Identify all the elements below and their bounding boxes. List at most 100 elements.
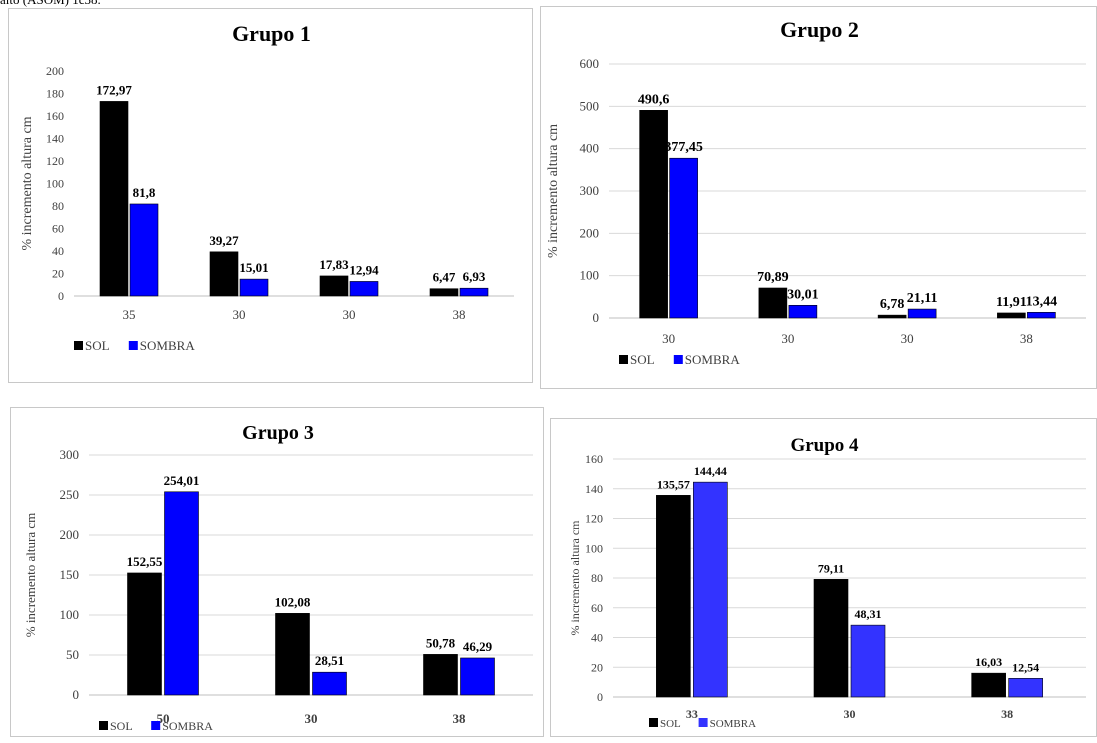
y-axis-label: % incremento altura cm	[546, 124, 561, 258]
data-label: 102,08	[275, 594, 311, 609]
bar-sombra	[239, 278, 269, 297]
y-tick-label: 600	[580, 56, 600, 71]
data-label: 46,29	[463, 639, 493, 654]
top-strip: alto (ASOM) 1c38.	[0, 0, 1097, 8]
y-tick-label: 100	[60, 607, 80, 622]
bar-sol	[209, 251, 239, 297]
y-tick-label: 140	[585, 482, 603, 496]
y-tick-label: 20	[52, 267, 64, 281]
y-tick-label: 40	[591, 631, 603, 645]
bar-sol	[813, 579, 849, 698]
y-tick-label: 150	[60, 567, 80, 582]
legend-label-sol: SOL	[660, 718, 681, 730]
y-tick-label: 200	[46, 64, 64, 78]
y-tick-label: 120	[46, 154, 64, 168]
data-label: 377,45	[664, 140, 703, 155]
bar-sol	[429, 288, 459, 297]
data-label: 39,27	[209, 233, 239, 248]
data-label: 16,03	[975, 655, 1002, 669]
data-label: 13,44	[1026, 294, 1058, 309]
legend-swatch-sol	[99, 721, 108, 730]
y-tick-label: 300	[580, 183, 600, 198]
header-text: alto (ASOM) 1c38.	[0, 0, 101, 8]
data-label: 135,57	[657, 477, 690, 491]
legend-label-sol: SOL	[85, 338, 110, 353]
bar-sombra	[1008, 678, 1043, 698]
y-tick-label: 0	[593, 310, 600, 325]
data-label: 17,83	[319, 257, 349, 272]
data-label: 30,01	[787, 287, 819, 302]
x-tick-label: 30	[844, 707, 856, 721]
y-tick-label: 60	[591, 601, 603, 615]
y-tick-label: 0	[58, 289, 64, 303]
data-label: 79,11	[818, 561, 844, 575]
y-tick-label: 100	[585, 541, 603, 555]
legend-swatch-sol	[649, 718, 658, 727]
legend-label-sol: SOL	[110, 719, 133, 733]
bar-sombra	[459, 287, 489, 297]
chart-title: Grupo 3	[242, 422, 314, 444]
bar-sombra	[164, 491, 199, 696]
bar-sol	[877, 314, 907, 319]
chart-panel-grupo-1: Grupo 1 % incremento altura cm 0 20 40 60 80 10…	[8, 8, 533, 383]
bar-sol	[319, 275, 349, 297]
x-tick-label: 30	[343, 307, 356, 322]
data-label: 6,93	[463, 269, 486, 284]
chart-panel-grupo-3: Grupo 3 % incremento altura cm 0 50 100 150 20…	[10, 407, 544, 737]
data-label: 70,89	[757, 270, 789, 285]
data-label: 144,44	[694, 464, 727, 478]
x-tick-label: 30	[233, 307, 246, 322]
y-tick-label: 20	[591, 660, 603, 674]
chart-title: Grupo 4	[790, 435, 859, 456]
data-label: 6,47	[433, 270, 456, 285]
data-label: 12,94	[349, 262, 379, 277]
chart-panel-grupo-2: Grupo 2 % incremento altura cm 0 100 200 300 4…	[540, 6, 1097, 389]
bar-sol	[275, 613, 310, 696]
y-tick-label: 160	[585, 452, 603, 466]
y-tick-label: 160	[46, 109, 64, 123]
legend-swatch-sombra	[673, 355, 683, 364]
data-label: 28,51	[315, 653, 344, 668]
data-label: 254,01	[164, 473, 200, 488]
chart-title: Grupo 1	[232, 21, 311, 46]
bar-sombra	[669, 157, 698, 319]
data-label: 6,78	[880, 297, 905, 312]
chart-grupo-2: Grupo 2 % incremento altura cm 0 100 200 300 4…	[546, 17, 1086, 367]
bar-sombra	[312, 671, 347, 696]
bar-sol	[997, 312, 1026, 319]
legend-swatch-sol	[74, 341, 83, 350]
y-tick-label: 80	[591, 571, 603, 585]
y-tick-label: 500	[580, 98, 600, 113]
x-tick-label: 38	[1001, 707, 1013, 721]
data-label: 15,01	[239, 260, 268, 275]
x-tick-label: 30	[305, 711, 318, 726]
bar-sombra	[129, 203, 159, 297]
y-axis-label: % incremento altura cm	[568, 520, 582, 636]
x-tick-label: 30	[901, 331, 914, 346]
y-tick-label: 0	[73, 687, 80, 702]
data-label: 21,11	[907, 291, 938, 306]
x-tick-label: 35	[123, 307, 136, 322]
y-tick-label: 180	[46, 87, 64, 101]
bar-sol	[971, 672, 1006, 698]
data-label: 490,6	[638, 92, 670, 107]
data-label: 50,78	[426, 635, 456, 650]
x-tick-label: 38	[453, 307, 466, 322]
bar-sol	[127, 572, 162, 696]
chart-grupo-4: Grupo 4 % incremento altura cm 0 20 40 60 80 10…	[568, 435, 1086, 730]
legend-label-sombra: SOMBRA	[685, 352, 741, 367]
y-tick-label: 120	[585, 512, 603, 526]
data-label: 12,54	[1012, 660, 1039, 674]
bar-sombra	[788, 304, 818, 319]
legend-label-sol: SOL	[630, 352, 655, 367]
bar-sombra	[850, 624, 886, 698]
bar-sombra	[349, 281, 379, 297]
y-tick-label: 140	[46, 132, 64, 146]
y-tick-label: 60	[52, 222, 64, 236]
data-label: 11,91	[996, 295, 1027, 310]
bar-sombra	[460, 657, 495, 696]
x-tick-label: 38	[453, 711, 467, 726]
bar-sombra	[1027, 312, 1056, 319]
y-axis-label: % incremento altura cm	[23, 513, 38, 638]
bar-sombra	[907, 308, 937, 319]
